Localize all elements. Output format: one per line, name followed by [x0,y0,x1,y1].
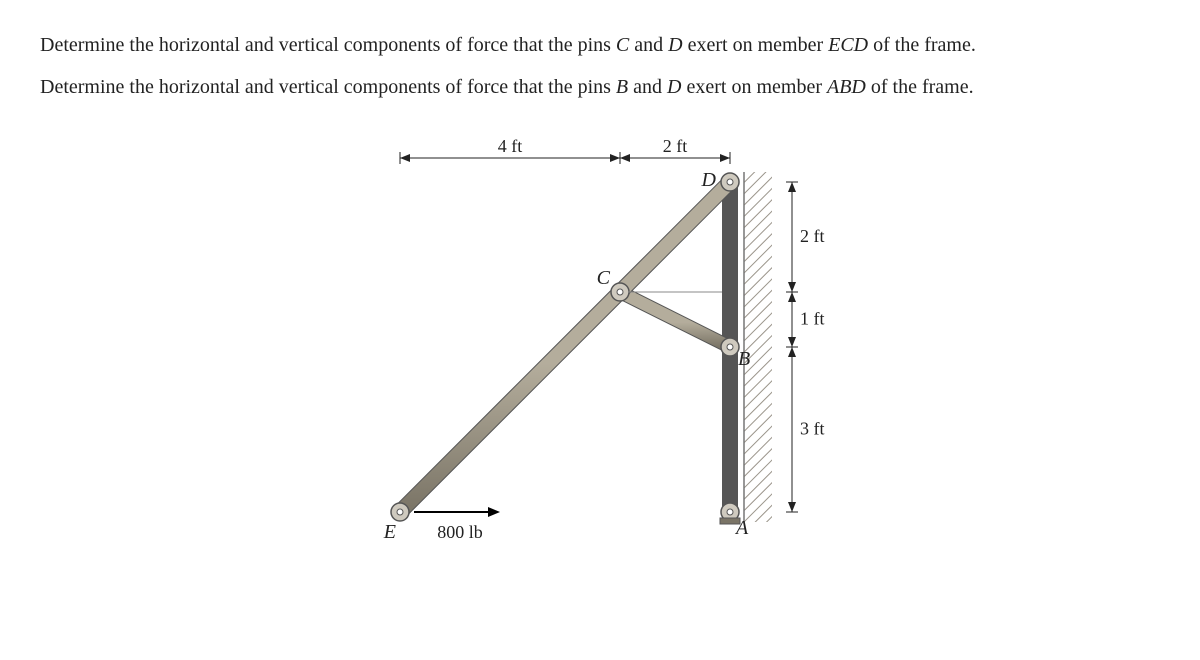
p2-seg-d: of the frame. [866,76,974,98]
label-D: D [701,169,717,191]
label-D: D [668,34,682,56]
label-E: E [383,521,396,542]
p2-seg-a: Determine the horizontal and vertical co… [40,76,616,98]
dim-2ft-text: 2 ft [663,136,688,156]
load-text: 800 lb [437,522,483,542]
member-ECD: ECD [828,34,868,56]
label-C: C [616,34,629,56]
load-arrowhead [488,507,500,517]
wall [744,172,772,522]
member-ABD: ABD [827,76,866,98]
label-B: B [616,76,628,98]
member-BC [620,292,730,347]
dim-v1ft-text: 1 ft [800,309,825,329]
problem-statement: Determine the horizontal and vertical co… [40,30,1160,102]
label-B: B [738,348,750,370]
paragraph-1: Determine the horizontal and vertical co… [40,30,1160,60]
dim-4ft-text: 4 ft [498,136,523,156]
label-C: C [597,267,611,289]
member-ECD [400,182,730,512]
label-A: A [734,517,749,539]
label-D2: D [667,76,681,98]
p1-seg-c: exert on member [683,34,829,56]
p1-seg-a: Determine the horizontal and vertical co… [40,34,616,56]
figure-wrap: E A B C D 800 lb 4 ft 2 ft 2 ft 1 ft 3 ft [40,122,1160,542]
p2-seg-c: exert on member [681,76,827,98]
p1-seg-d: of the frame. [868,34,976,56]
p2-seg-b: and [628,76,667,98]
paragraph-2: Determine the horizontal and vertical co… [40,72,1160,102]
p1-seg-b: and [629,34,668,56]
dim-v3ft-text: 3 ft [800,419,825,439]
frame-diagram: E A B C D 800 lb 4 ft 2 ft 2 ft 1 ft 3 ft [340,122,860,542]
dim-v2ft-text: 2 ft [800,226,825,246]
